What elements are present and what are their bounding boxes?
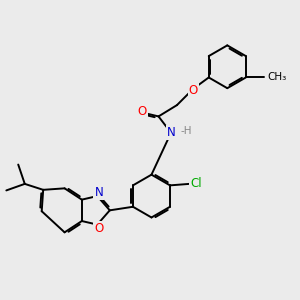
Text: N: N [167,126,176,139]
Text: Cl: Cl [190,177,202,190]
Text: N: N [94,186,103,199]
Text: -H: -H [181,126,192,136]
Text: O: O [94,222,104,235]
Text: O: O [189,84,198,97]
Text: O: O [137,105,147,118]
Text: CH₃: CH₃ [267,73,286,82]
